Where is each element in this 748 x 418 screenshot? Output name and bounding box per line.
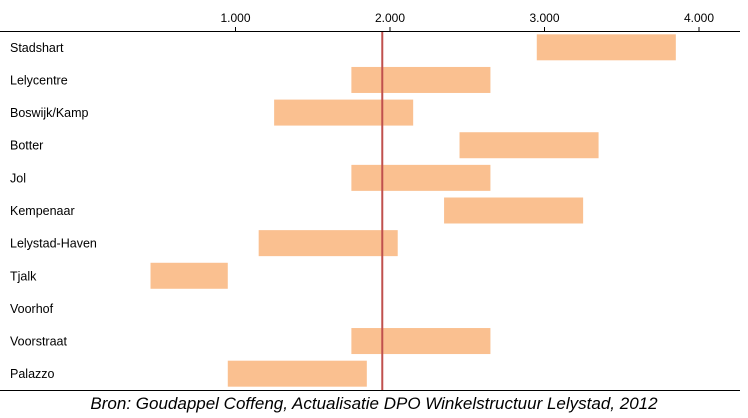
category-label: Voorhof [10,302,54,316]
bar-lelycentre [351,66,491,93]
x-tick-label: 4.000 [684,11,714,25]
category-label: Boswijk/Kamp [10,106,89,120]
bar-boswijk-kamp [274,99,414,126]
category-label: Lelycentre [10,73,68,87]
category-label: Voorstraat [10,335,68,349]
category-label: Kempenaar [10,204,75,218]
source-note: Bron: Goudappel Coffeng, Actualisatie DP… [90,394,658,413]
category-label: Lelystad-Haven [10,237,97,251]
category-label: Palazzo [10,367,55,381]
bar-jol [351,164,491,191]
bar-palazzo [227,360,367,387]
bar-voorstraat [351,328,491,355]
category-label: Stadshart [10,41,64,55]
x-tick-label: 1.000 [220,11,250,25]
bar-tjalk [150,262,228,289]
bar-stadshart [536,34,676,61]
x-tick-label: 2.000 [375,11,405,25]
category-label: Botter [10,139,43,153]
category-label: Jol [10,171,26,185]
bar-botter [459,132,599,159]
bar-lelystad-haven [258,230,398,257]
x-tick-label: 3.000 [529,11,559,25]
bar-kempenaar [444,197,584,224]
category-label: Tjalk [10,269,37,283]
